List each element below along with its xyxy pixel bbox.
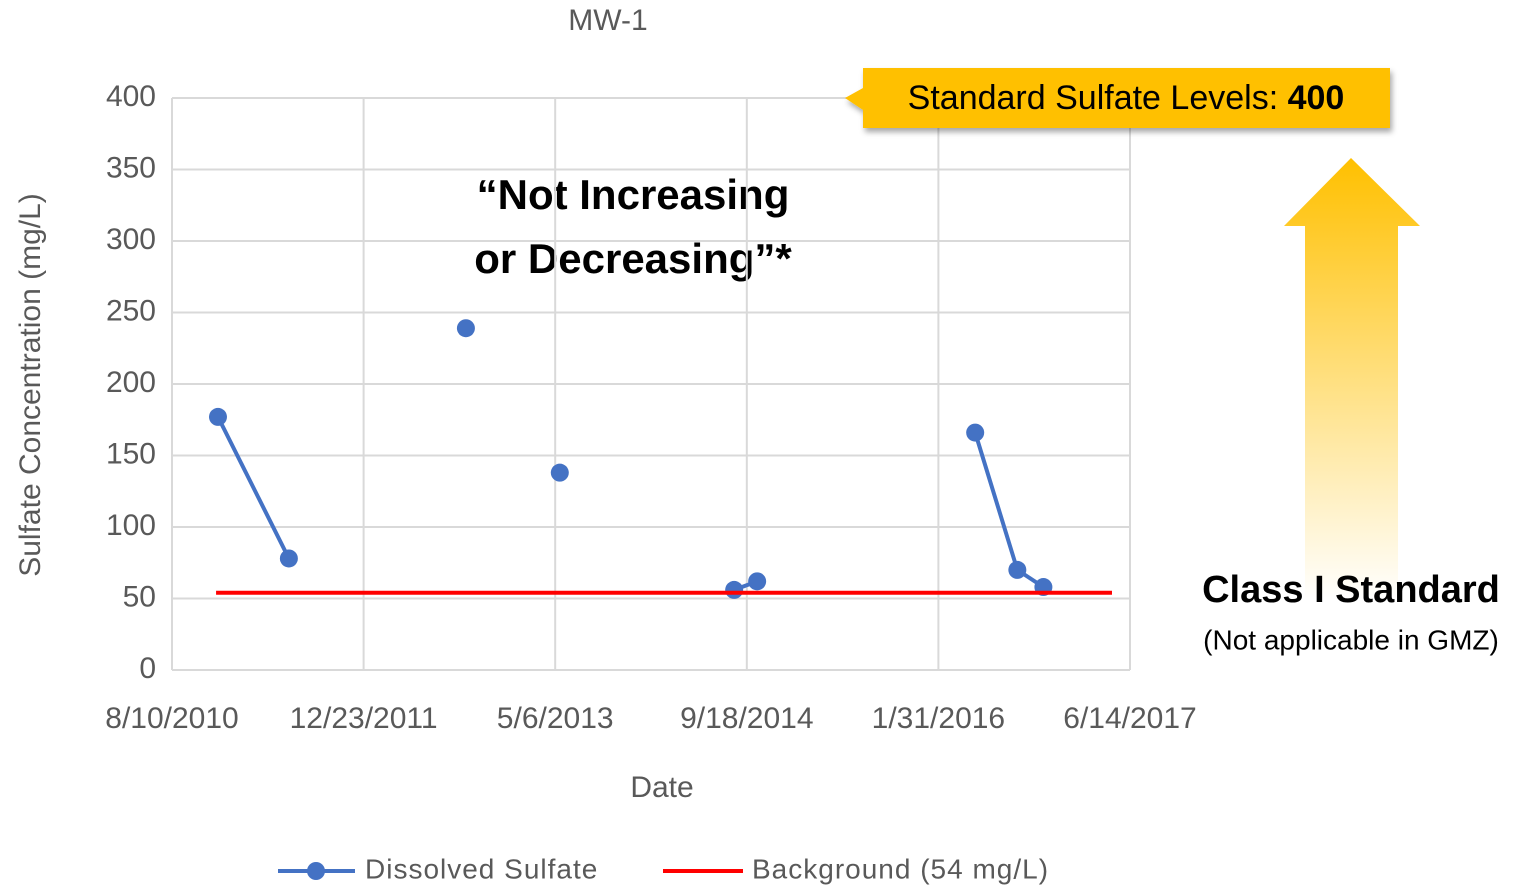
chart-title: MW-1 xyxy=(568,4,647,37)
x-tick-label: 5/6/2013 xyxy=(497,702,614,735)
marker xyxy=(1008,560,1027,579)
class-note: (Not applicable in GMZ) xyxy=(1203,624,1499,655)
callout-box xyxy=(845,68,1390,128)
y-tick-label: 250 xyxy=(106,294,156,327)
x-tick-label: 12/23/2011 xyxy=(290,702,438,735)
marker xyxy=(279,549,298,568)
marker xyxy=(550,463,569,482)
legend-marker xyxy=(307,862,325,880)
y-axis-label: Sulfate Concentration (mg/L) xyxy=(14,193,47,577)
x-tick-label: 6/14/2017 xyxy=(1063,702,1196,735)
callout-text: Standard Sulfate Levels: 400 xyxy=(908,79,1345,117)
class-label: Class I Standard xyxy=(1202,569,1500,611)
marker xyxy=(208,407,227,426)
x-tick-label: 9/18/2014 xyxy=(680,702,813,735)
marker xyxy=(966,423,985,442)
callout-value: 400 xyxy=(1288,79,1345,117)
y-tick-label: 350 xyxy=(106,151,156,184)
series-line xyxy=(216,415,291,560)
legend-label: Background (54 mg/L) xyxy=(752,853,1049,884)
up-arrow xyxy=(1284,158,1420,600)
annotation: or Decreasing”* xyxy=(474,235,792,282)
y-tick-label: 150 xyxy=(106,437,156,470)
annotation: “Not Increasing xyxy=(477,171,790,218)
y-tick-label: 100 xyxy=(106,509,156,542)
x-tick-label: 1/31/2016 xyxy=(872,702,1005,735)
marker xyxy=(748,572,767,591)
y-tick-label: 0 xyxy=(139,652,156,685)
y-tick-label: 200 xyxy=(106,366,156,399)
marker xyxy=(456,319,475,338)
x-tick-label: 8/10/2010 xyxy=(105,702,238,735)
marker xyxy=(725,580,744,599)
legend-label: Dissolved Sulfate xyxy=(365,853,598,884)
y-tick-label: 300 xyxy=(106,223,156,256)
y-tick-label: 50 xyxy=(123,580,156,613)
x-axis-label: Date xyxy=(630,771,693,804)
callout-label: Standard Sulfate Levels: xyxy=(908,79,1278,117)
y-tick-label: 400 xyxy=(106,80,156,113)
